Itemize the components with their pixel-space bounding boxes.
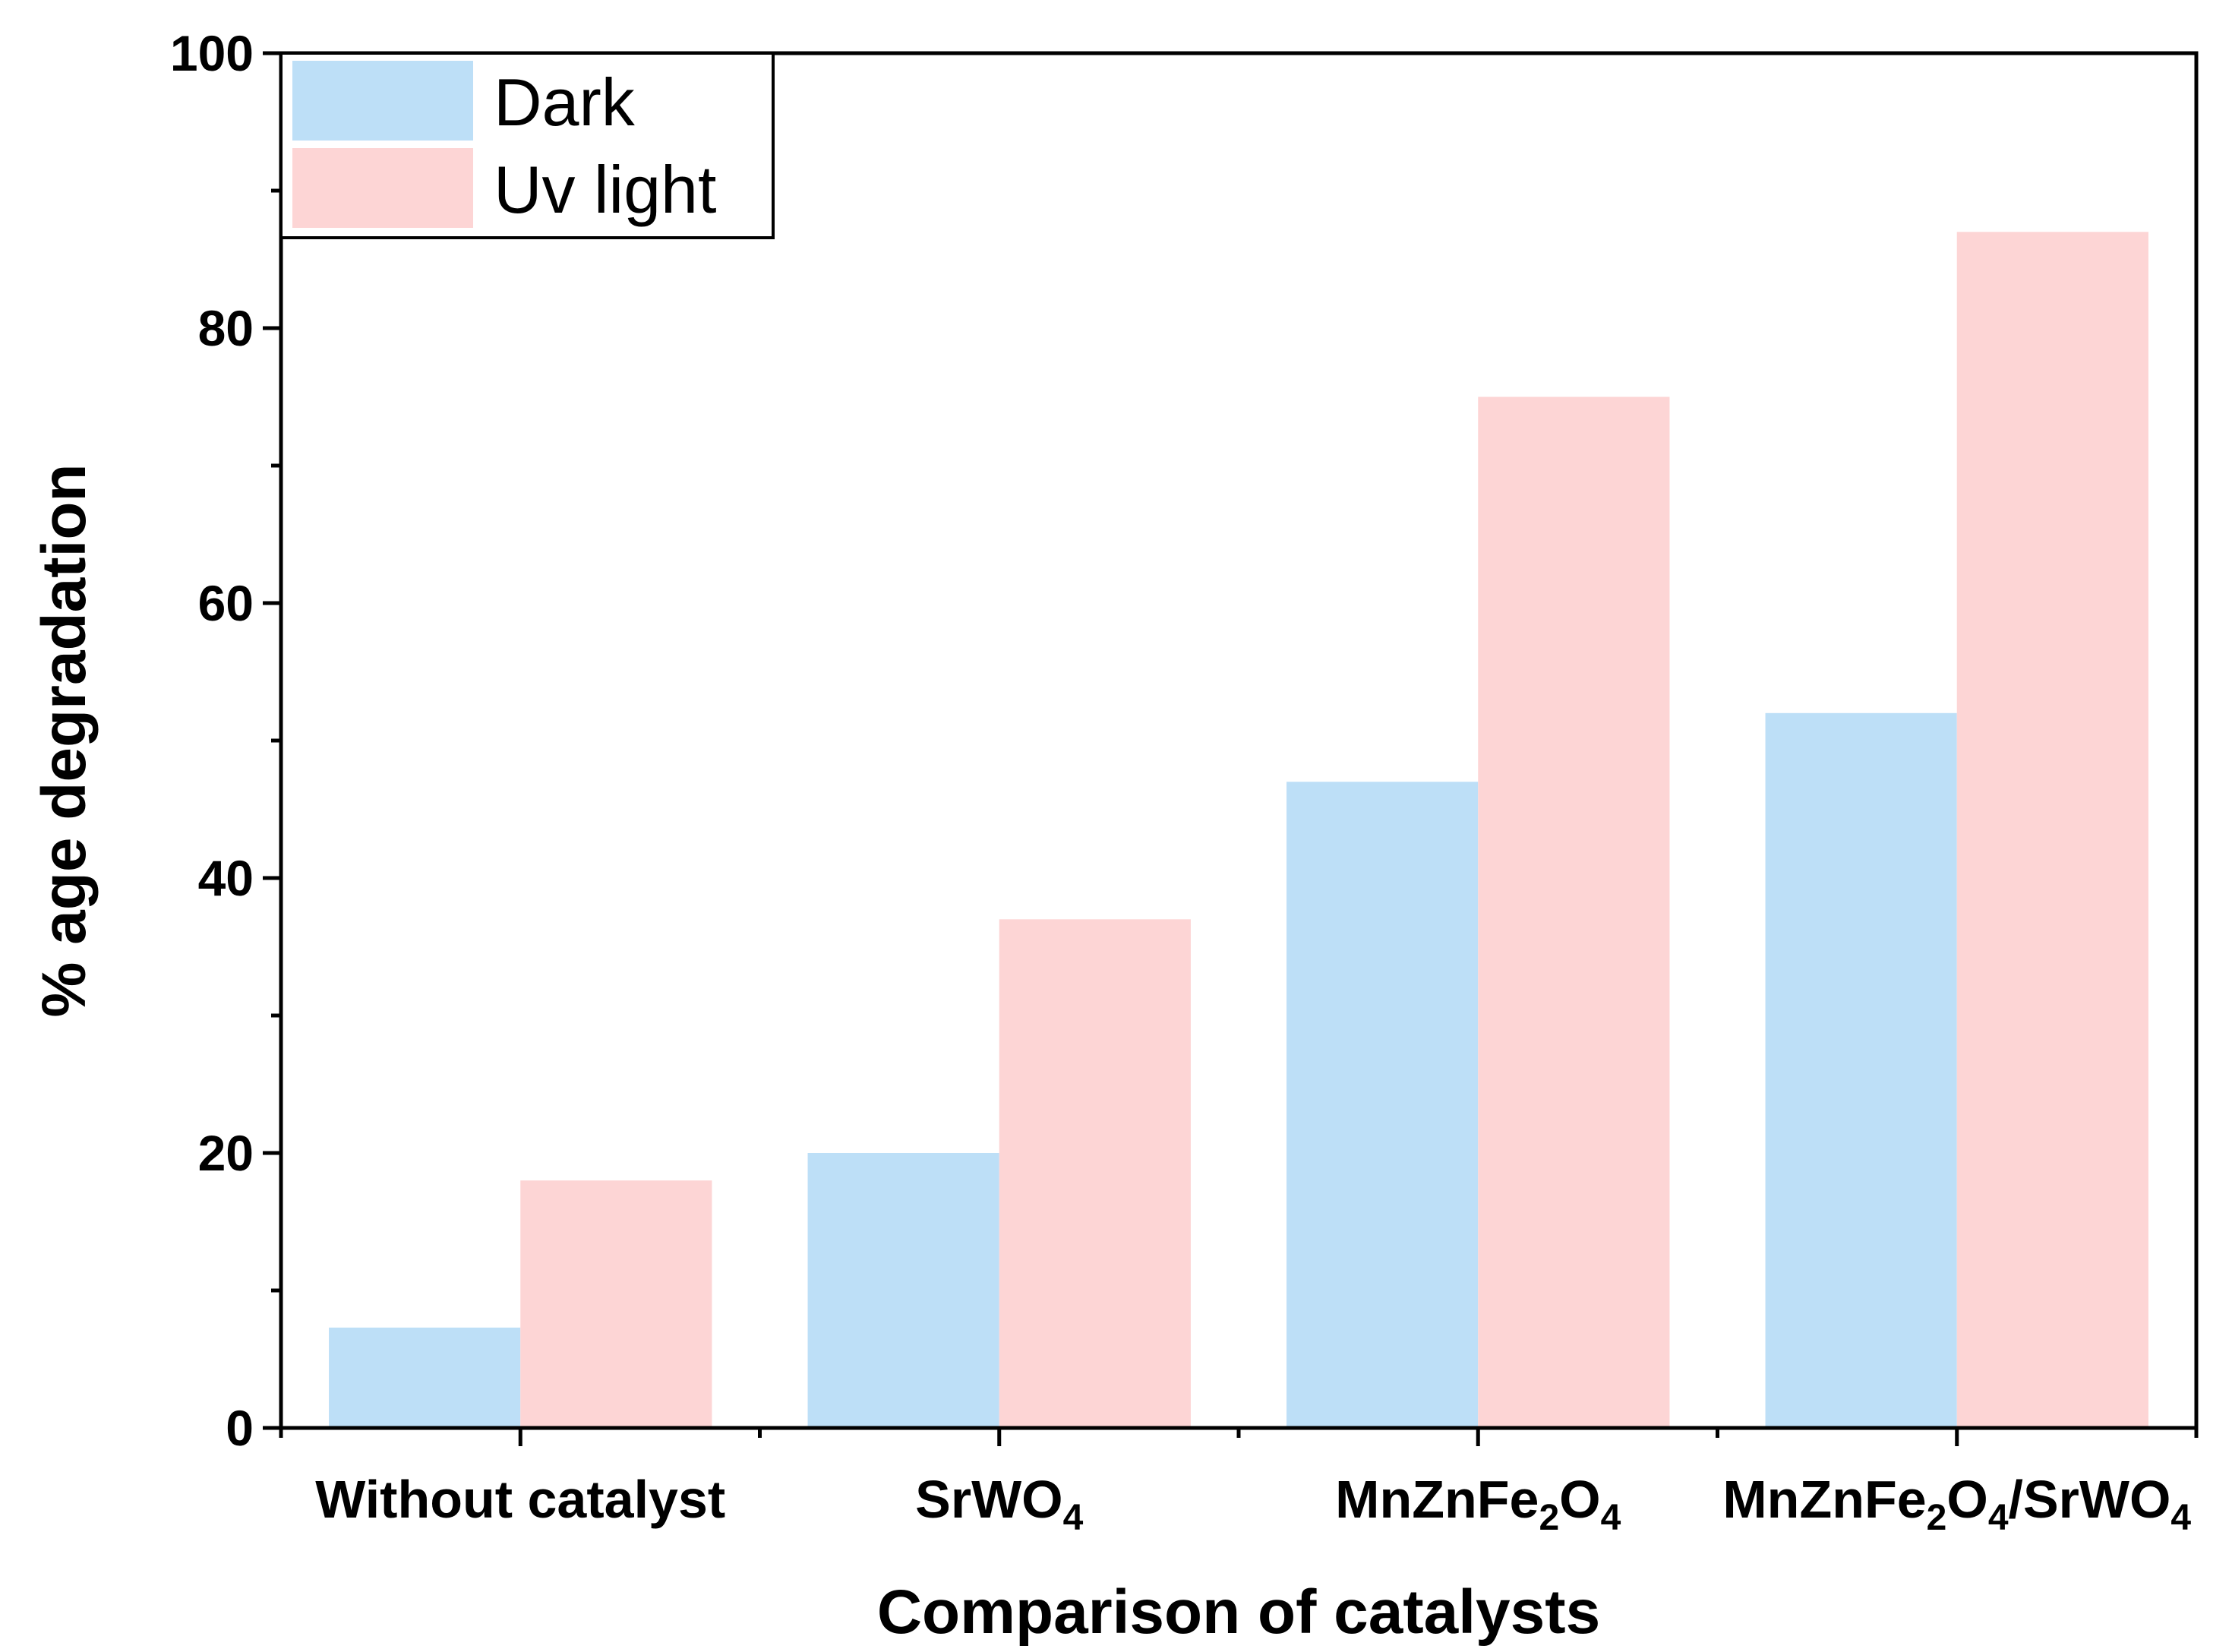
bars-group — [329, 232, 2148, 1428]
y-tick-label: 60 — [198, 575, 254, 631]
bar-dark-0 — [329, 1327, 521, 1428]
legend-swatch-dark — [292, 61, 473, 141]
x-axis-title: Comparison of catalysts — [877, 1578, 1600, 1647]
bar-dark-2 — [1286, 782, 1479, 1428]
bar-uv-light-2 — [1478, 396, 1670, 1428]
y-tick-label: 0 — [226, 1400, 254, 1456]
legend-swatch-uv-light — [292, 148, 473, 228]
bar-uv-light-0 — [520, 1180, 712, 1428]
x-axis-ticks: Without catalyst SrWO4 MnZnFe2O4 MnZnFe2O4/… — [279, 1428, 2199, 1538]
x-tick-label: MnZnFe2O4/SrWO4 — [1722, 1470, 2191, 1538]
y-tick-label: 80 — [198, 300, 254, 356]
legend-label-dark: Dark — [494, 65, 636, 140]
legend-label-uv-light: Uv light — [494, 152, 716, 227]
bar-uv-light-3 — [1956, 232, 2148, 1428]
y-axis-title: % age degradation — [30, 463, 99, 1017]
x-tick-label: MnZnFe2O4 — [1335, 1470, 1621, 1538]
x-tick-label: SrWO4 — [915, 1470, 1083, 1538]
y-tick-label: 40 — [198, 850, 254, 906]
y-axis-ticks: 0 20 40 60 80 100 — [170, 25, 281, 1456]
x-tick-label: Without catalyst — [315, 1470, 725, 1529]
bar-dark-3 — [1765, 712, 1957, 1428]
bar-dark-1 — [807, 1153, 999, 1428]
y-tick-label: 100 — [170, 25, 254, 81]
legend: Dark Uv light — [279, 52, 775, 239]
y-tick-label: 20 — [198, 1125, 254, 1181]
bar-uv-light-1 — [999, 919, 1191, 1428]
